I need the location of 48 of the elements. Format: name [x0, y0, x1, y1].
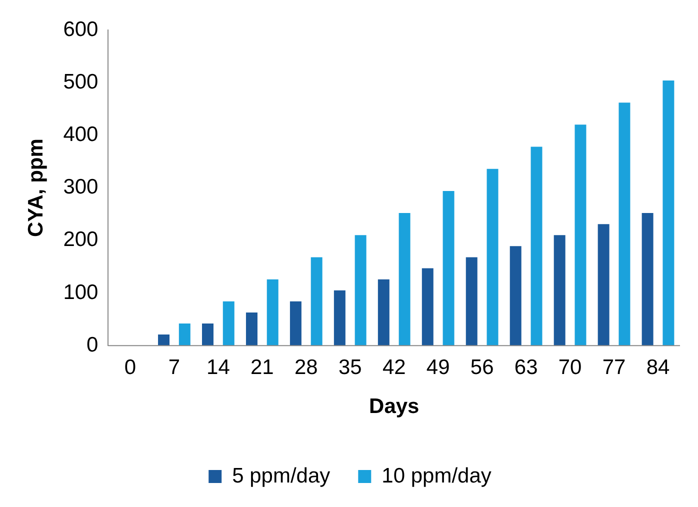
y-tick-label: 300: [63, 176, 98, 199]
bar: [510, 246, 522, 346]
y-tick-label: 600: [63, 18, 98, 41]
bar: [378, 279, 390, 346]
bar: [354, 235, 366, 346]
x-tick-label: 77: [602, 356, 626, 379]
bar: [530, 146, 542, 346]
y-axis-title: CYA, ppm: [24, 138, 48, 238]
bar: [486, 168, 498, 346]
legend-label: 5 ppm/day: [232, 464, 331, 488]
x-tick-label: 35: [338, 356, 362, 379]
y-tick-label: 400: [63, 122, 98, 146]
x-tick-label: 84: [646, 356, 670, 379]
bar: [158, 334, 170, 346]
y-tick-label: 500: [63, 70, 98, 94]
bar: [290, 301, 302, 346]
bar: [466, 257, 478, 346]
bar: [310, 257, 322, 346]
y-tick-label: 0: [86, 333, 98, 356]
bar: [442, 190, 454, 346]
bar: [554, 235, 566, 346]
x-tick-label: 21: [250, 356, 274, 379]
bar: [266, 279, 278, 346]
x-tick-label: 0: [124, 356, 136, 379]
bar: [618, 102, 630, 346]
bar: [202, 324, 214, 346]
bar: [574, 124, 586, 346]
x-tick-label: 56: [470, 356, 494, 379]
legend-label: 10 ppm/day: [382, 464, 492, 488]
x-tick-label: 49: [426, 356, 450, 379]
bar: [178, 324, 190, 346]
x-tick-label: 42: [382, 356, 406, 379]
bar: [598, 224, 610, 346]
x-tick-label: 28: [294, 356, 318, 379]
x-tick-label: 70: [558, 356, 582, 379]
x-axis-title: Days: [369, 395, 420, 418]
x-tick-label: 7: [168, 356, 180, 379]
y-tick-label: 200: [63, 228, 98, 252]
bar: [662, 80, 674, 346]
bar: [222, 301, 234, 346]
y-tick-label: 100: [63, 280, 98, 304]
bar: [246, 312, 258, 346]
bar: [398, 213, 410, 346]
bar: [334, 290, 346, 346]
bar: [422, 268, 434, 346]
x-tick-label: 63: [514, 356, 538, 379]
x-tick-label: 14: [206, 356, 230, 379]
bar: [642, 213, 654, 346]
